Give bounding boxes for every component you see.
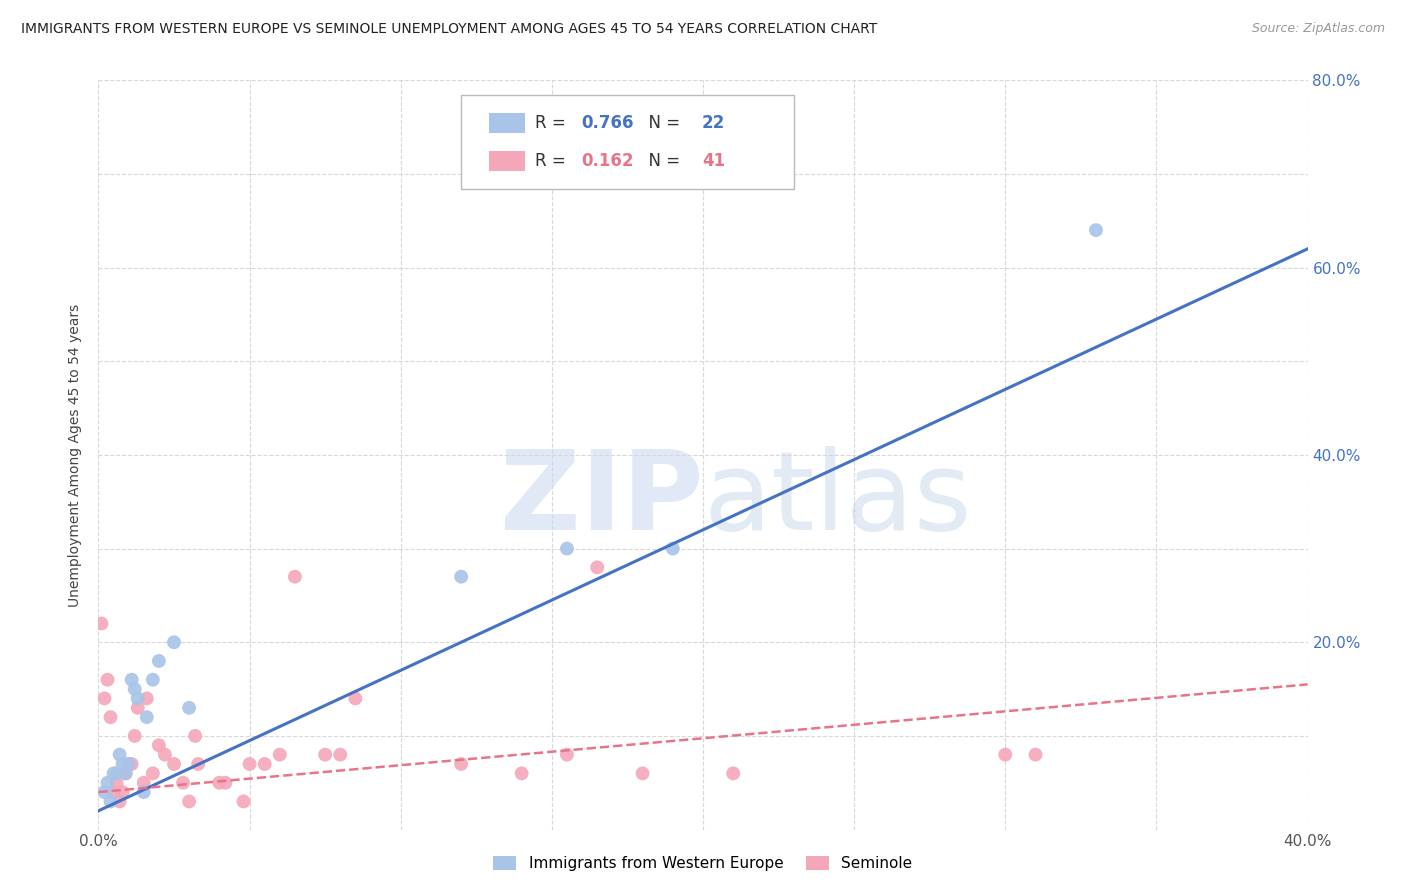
Point (172, 776, 194, 790)
Point (269, 747, 291, 762)
Point (661, 541, 683, 556)
Text: 0.766: 0.766 (581, 114, 633, 132)
Point (105, 776, 128, 790)
Point (114, 766, 136, 780)
Point (127, 691, 149, 706)
Point (450, 570, 472, 584)
Point (135, 710, 157, 724)
Point (187, 756, 209, 771)
Point (90, 616, 112, 631)
Point (93, 785, 115, 799)
Point (142, 766, 165, 780)
Point (329, 747, 352, 762)
Point (344, 691, 367, 706)
Text: N =: N = (638, 114, 685, 132)
Text: R =: R = (534, 152, 571, 170)
Point (121, 673, 143, 687)
Point (114, 766, 136, 780)
Text: Source: ZipAtlas.com: Source: ZipAtlas.com (1251, 22, 1385, 36)
Point (555, 541, 578, 556)
Point (153, 747, 176, 762)
Point (100, 795, 122, 809)
Point (284, 570, 307, 584)
Point (723, 766, 745, 780)
Point (111, 785, 134, 799)
FancyBboxPatch shape (461, 95, 793, 189)
Point (100, 710, 122, 724)
Point (163, 635, 186, 649)
Text: R =: R = (534, 114, 571, 132)
Point (108, 795, 131, 809)
Point (121, 756, 143, 771)
Bar (489, 113, 526, 133)
Point (96, 776, 118, 790)
Point (510, 766, 533, 780)
Point (103, 766, 125, 780)
Point (314, 747, 336, 762)
Point (208, 776, 231, 790)
Point (108, 747, 131, 762)
Point (148, 739, 170, 753)
Y-axis label: Unemployment Among Ages 45 to 54 years: Unemployment Among Ages 45 to 54 years (69, 303, 83, 607)
Point (163, 756, 186, 771)
Point (214, 776, 236, 790)
Point (994, 747, 1017, 762)
Text: IMMIGRANTS FROM WESTERN EUROPE VS SEMINOLE UNEMPLOYMENT AMONG AGES 45 TO 54 YEAR: IMMIGRANTS FROM WESTERN EUROPE VS SEMINO… (21, 22, 877, 37)
Point (586, 560, 609, 574)
Point (179, 795, 201, 809)
Point (1024, 747, 1046, 762)
Point (111, 756, 134, 771)
Point (127, 701, 149, 715)
Point (124, 682, 146, 697)
Point (132, 776, 155, 790)
Text: 22: 22 (702, 114, 725, 132)
Point (135, 691, 157, 706)
Text: 0.162: 0.162 (581, 152, 633, 170)
Point (103, 785, 125, 799)
Point (142, 673, 165, 687)
Bar (489, 151, 526, 171)
Point (118, 756, 141, 771)
Point (232, 795, 254, 809)
Point (105, 766, 128, 780)
Point (96, 673, 118, 687)
Point (124, 729, 146, 743)
Point (450, 756, 472, 771)
Legend: Immigrants from Western Europe, Seminole: Immigrants from Western Europe, Seminole (488, 849, 918, 877)
Point (631, 766, 654, 780)
Text: ZIP: ZIP (499, 446, 703, 553)
Text: 41: 41 (702, 152, 725, 170)
Point (1085, 223, 1108, 237)
Point (148, 654, 170, 668)
Text: N =: N = (638, 152, 685, 170)
Point (555, 747, 578, 762)
Point (184, 729, 207, 743)
Point (179, 701, 201, 715)
Point (253, 756, 276, 771)
Point (132, 785, 155, 799)
Point (239, 756, 262, 771)
Text: atlas: atlas (703, 446, 972, 553)
Point (118, 756, 141, 771)
Point (93, 691, 115, 706)
